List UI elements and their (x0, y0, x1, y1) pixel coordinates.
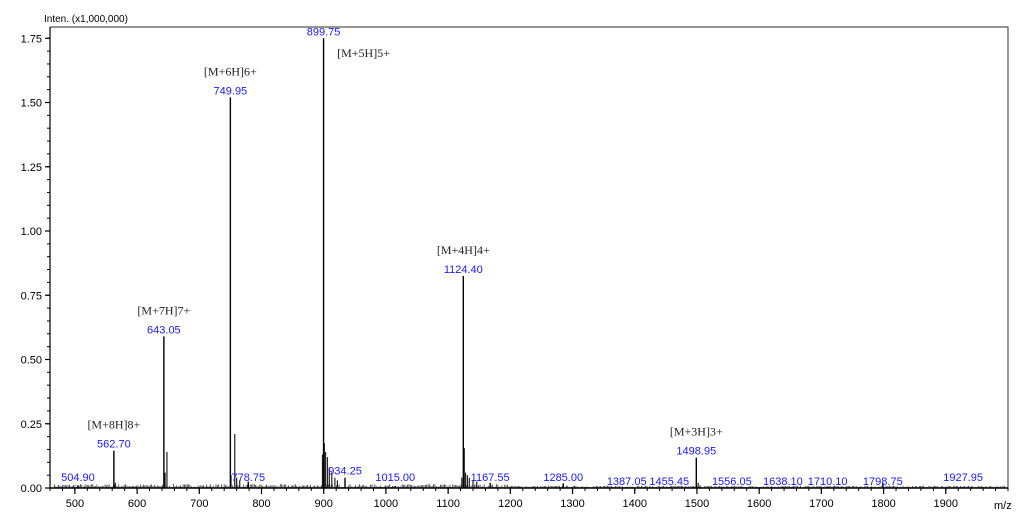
x-tick-label: 1300 (560, 498, 584, 510)
x-tick-label: 1800 (871, 498, 895, 510)
peak-mz-label: 778.75 (231, 472, 265, 484)
peak-mz-label: 1015.00 (375, 472, 415, 484)
y-tick-label: 0.00 (21, 483, 42, 495)
x-tick-label: 600 (128, 498, 146, 510)
peak-mz-label: 934.25 (328, 466, 362, 478)
y-axis-title: Inten. (x1,000,000) (44, 14, 128, 25)
y-tick-label: 0.75 (21, 290, 42, 302)
y-tick-label: 1.75 (21, 33, 42, 45)
peak-mz-label: 1455.45 (649, 476, 689, 488)
x-tick-label: 1000 (374, 498, 398, 510)
y-tick-label: 1.25 (21, 162, 42, 174)
y-tick-label: 1.50 (21, 98, 42, 110)
y-tick-label: 0.25 (21, 419, 42, 431)
peak-mz-label: 749.95 (214, 85, 248, 97)
x-tick-label: 1900 (934, 498, 958, 510)
x-tick-label: 900 (315, 498, 333, 510)
x-tick-label: 700 (190, 498, 208, 510)
x-axis-title: m/z (994, 500, 1012, 512)
peak-mz-label: 1387.05 (607, 476, 647, 488)
peak-mz-label: 1710.10 (808, 476, 848, 488)
peak-mz-label: 1498.95 (676, 446, 716, 458)
peak-mz-label: 504.90 (61, 472, 95, 484)
peak-mz-label: 1556.05 (712, 476, 752, 488)
y-tick-label: 1.00 (21, 226, 42, 238)
ion-annotation: [M+8H]8+ (87, 418, 140, 432)
x-tick-label: 500 (66, 498, 84, 510)
axes: 0.00 0.25 0.50 0.75 1.00 1.25 1.50 1.75 500 600 70… (21, 26, 1009, 510)
peak-mz-label: 562.70 (97, 439, 131, 451)
ion-annotation: [M+5H]5+ (337, 46, 390, 60)
x-tick-label: 1500 (685, 498, 709, 510)
peak-mz-label: 1927.95 (943, 472, 983, 484)
peak-mz-label: 643.05 (147, 324, 181, 336)
peak-mz-label: 1638.10 (763, 476, 803, 488)
plot-area: 504.90 562.70 643.05 749.95 778.75 899.75 934.… (52, 26, 1005, 488)
ion-annotation: [M+4H]4+ (437, 243, 490, 257)
peak-mz-label: 1285.00 (543, 472, 583, 484)
x-tick-label: 800 (252, 498, 270, 510)
peak-mz-label: 1167.55 (471, 472, 510, 484)
x-tick-label: 1400 (623, 498, 647, 510)
ion-annotation: [M+7H]7+ (137, 303, 190, 317)
peak-mz-label: 1798.75 (863, 476, 903, 488)
x-tick-label: 1700 (809, 498, 833, 510)
plot-frame (50, 26, 1009, 488)
x-tick-label: 1100 (436, 498, 460, 510)
ion-annotation: [M+3H]3+ (670, 425, 723, 439)
x-tick-label: 1200 (498, 498, 522, 510)
peak-mz-label: 899.75 (307, 26, 341, 38)
ion-annotation: [M+6H]6+ (204, 64, 257, 78)
y-tick-label: 0.50 (21, 355, 42, 367)
x-tick-label: 1600 (747, 498, 771, 510)
peak-mz-label: 1124.40 (444, 264, 483, 276)
